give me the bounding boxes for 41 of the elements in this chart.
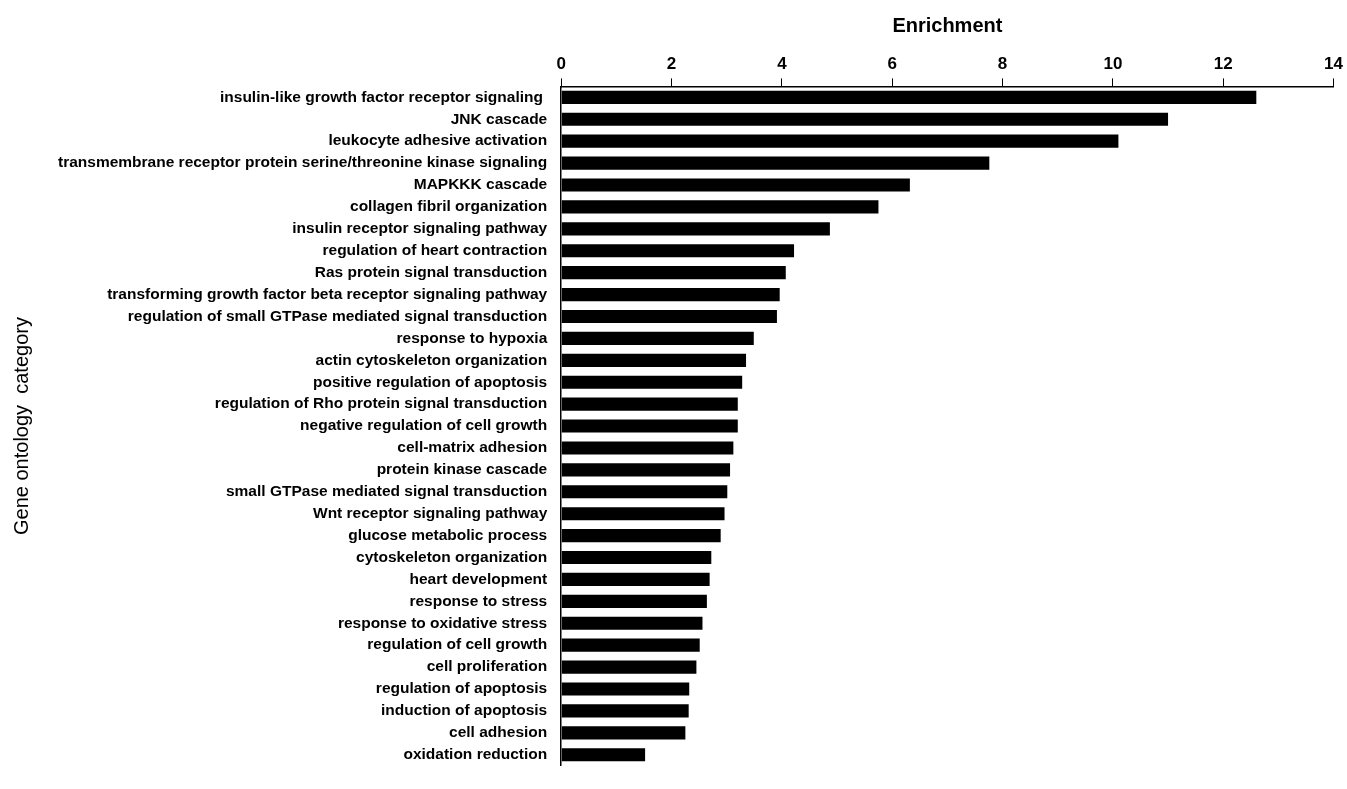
- x-tick-label: 8: [997, 53, 1008, 73]
- y-tick-label: regulation of Rho protein signal transduction: [214, 394, 548, 412]
- y-tick-label: cell adhesion: [449, 723, 548, 741]
- x-tick-label: 0: [556, 53, 566, 73]
- y-tick-label: cell proliferation: [426, 657, 548, 675]
- y-tick-label: glucose metabolic process: [348, 525, 548, 543]
- y-tick-label: small GTPase mediated signal transduction: [225, 482, 548, 500]
- y-axis-title: Gene ontology category: [9, 317, 32, 536]
- y-tick-label: MAPKKK cascade: [413, 175, 548, 193]
- y-tick-label: Ras protein signal transduction: [314, 262, 548, 280]
- y-tick-label: negative regulation of cell growth: [300, 416, 548, 434]
- y-tick-label: response to oxidative stress: [337, 613, 548, 631]
- y-tick-label: insulin receptor signaling pathway: [292, 219, 548, 237]
- y-tick-label: regulation of cell growth: [367, 635, 548, 653]
- y-tick-label: oxidation reduction: [403, 745, 548, 763]
- y-tick-label: regulation of small GTPase mediated signal transduction: [127, 306, 548, 324]
- y-tick-label: collagen fibril organization: [350, 197, 548, 215]
- x-tick-label: 12: [1213, 53, 1233, 73]
- y-tick-label: positive regulation of apoptosis: [313, 372, 548, 390]
- y-tick-label: JNK cascade: [450, 109, 548, 127]
- x-tick-label: 4: [777, 53, 788, 73]
- y-tick-label: regulation of apoptosis: [375, 679, 548, 697]
- y-tick-label: transforming growth factor beta receptor signaling pathway: [107, 284, 548, 302]
- y-tick-label: leukocyte adhesive activation: [328, 131, 548, 149]
- y-tick-label: Wnt receptor signaling pathway: [313, 503, 548, 521]
- y-tick-label: response to hypoxia: [396, 328, 548, 346]
- y-tick-label: actin cytoskeleton organization: [315, 350, 548, 368]
- x-tick-label: 2: [666, 53, 677, 73]
- y-tick-label: heart development: [409, 569, 548, 587]
- y-tick-label: regulation of heart contraction: [322, 241, 548, 259]
- y-tick-label: cell-matrix adhesion: [397, 438, 548, 456]
- x-tick-label: 6: [887, 53, 897, 73]
- y-tick-label: induction of apoptosis: [381, 701, 548, 719]
- y-tick-label: cytoskeleton organization: [356, 547, 548, 565]
- y-tick-label: response to stress: [409, 591, 548, 609]
- x-tick-label: 10: [1103, 53, 1123, 73]
- y-tick-label: protein kinase cascade: [376, 460, 548, 478]
- y-tick-label: transmembrane receptor protein serine/threonine kinase signaling: [58, 153, 548, 171]
- x-tick-label: 14: [1324, 53, 1344, 73]
- x-axis-title: Enrichment: [892, 13, 1003, 36]
- y-tick-label: insulin-like growth factor receptor signaling: [219, 87, 548, 105]
